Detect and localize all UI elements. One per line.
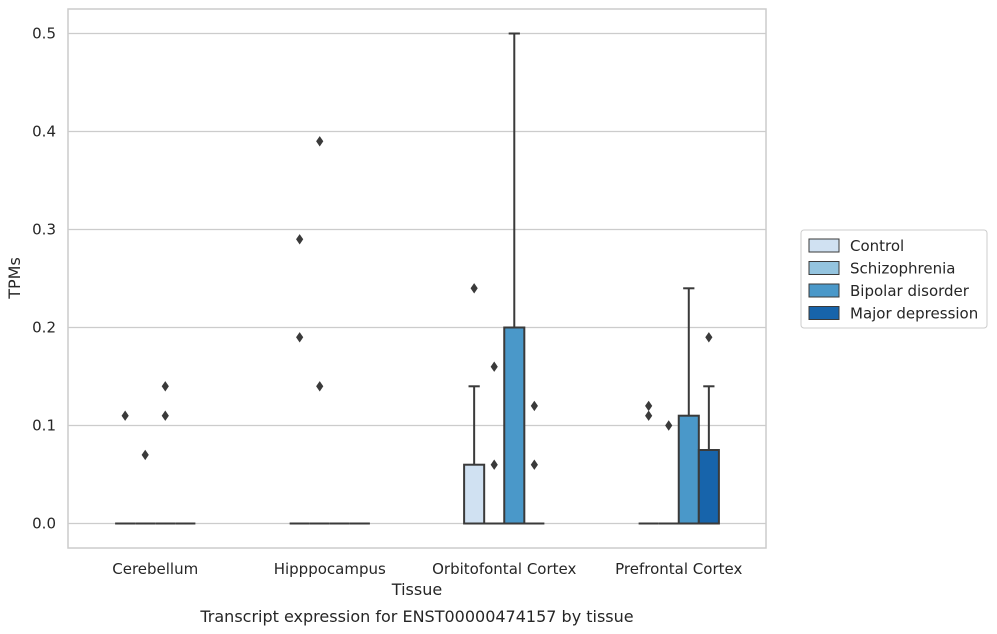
outlier-point xyxy=(161,410,169,421)
outlier-point xyxy=(665,420,673,431)
plot-area: 0.0 0.1 0.2 0.3 0.4 0.5 Cerebellum Hipppocampu… xyxy=(32,8,767,578)
outlier-point xyxy=(530,459,538,470)
y-tick-label: 0.3 xyxy=(32,221,56,239)
x-tick-label: Prefrontal Cortex xyxy=(615,560,742,578)
legend-swatch xyxy=(808,238,840,253)
chart-caption: Transcript expression for ENST0000047415… xyxy=(199,607,633,626)
outlier-point xyxy=(316,136,324,147)
legend-label: Schizophrenia xyxy=(850,260,955,278)
legend-label: Major depression xyxy=(850,305,978,323)
x-axis-title: Tissue xyxy=(391,580,442,599)
y-axis-title: TPMs xyxy=(5,257,24,300)
y-tick-label: 0.5 xyxy=(32,25,56,43)
outlier-point xyxy=(121,410,129,421)
outlier-point xyxy=(705,332,713,343)
box xyxy=(503,326,526,525)
legend-frame xyxy=(800,229,988,329)
x-tick-label: Orbitofontal Cortex xyxy=(432,560,576,578)
x-tick-label: Cerebellum xyxy=(112,560,198,578)
legend-swatch xyxy=(808,261,840,275)
box xyxy=(677,414,700,525)
grid-lines xyxy=(68,32,766,525)
series-bipolar-disorder xyxy=(155,32,700,525)
legend: Control Schizophrenia Bipolar disorder Majo… xyxy=(800,229,988,329)
outlier-point xyxy=(645,400,653,412)
legend-label: Control xyxy=(850,237,904,255)
outlier-point xyxy=(161,381,169,392)
outlier-point xyxy=(470,283,478,294)
plot-frame xyxy=(67,8,767,549)
series-schizophrenia xyxy=(135,136,679,525)
outlier-point xyxy=(296,234,304,245)
outlier-point xyxy=(316,381,324,392)
box-series xyxy=(115,32,720,525)
outlier-point xyxy=(645,410,653,421)
outlier-point xyxy=(490,459,498,470)
box xyxy=(697,449,720,525)
legend-swatch xyxy=(808,306,840,320)
series-major-depression xyxy=(175,332,720,525)
y-axis-ticks: 0.0 0.1 0.2 0.3 0.4 0.5 xyxy=(32,25,56,533)
y-tick-label: 0.2 xyxy=(32,319,56,337)
legend-label: Bipolar disorder xyxy=(850,282,970,300)
x-tick-label: Hipppocampus xyxy=(274,560,386,578)
y-tick-label: 0.0 xyxy=(32,515,56,533)
outlier-point xyxy=(490,361,498,372)
outlier-point xyxy=(141,449,149,461)
outlier-point xyxy=(530,400,538,412)
legend-swatch xyxy=(808,283,840,298)
x-axis-ticks: Cerebellum Hipppocampus Orbitofontal Corte… xyxy=(112,560,742,578)
series-control xyxy=(115,234,659,525)
y-tick-label: 0.4 xyxy=(32,123,56,141)
outlier-point xyxy=(296,332,304,343)
box xyxy=(463,463,486,525)
y-tick-label: 0.1 xyxy=(32,417,56,435)
